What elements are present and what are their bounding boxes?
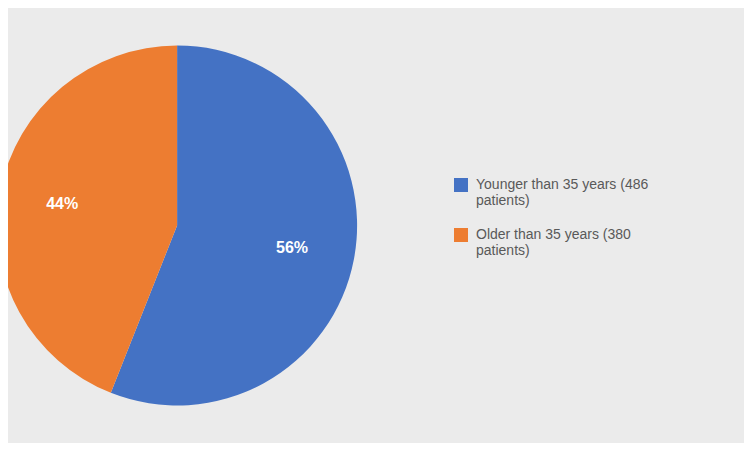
svg-text:44%: 44% bbox=[46, 195, 78, 212]
html-text:Younger than 35 years (486: Younger than 35 years (486 bbox=[476, 175, 649, 192]
html-text:Older than 35 years (380: Older than 35 years (380 bbox=[476, 225, 631, 242]
html-text:patients): patients) bbox=[476, 191, 530, 208]
html-text:patients): patients) bbox=[476, 241, 530, 258]
svg-text:56%: 56% bbox=[276, 239, 308, 256]
